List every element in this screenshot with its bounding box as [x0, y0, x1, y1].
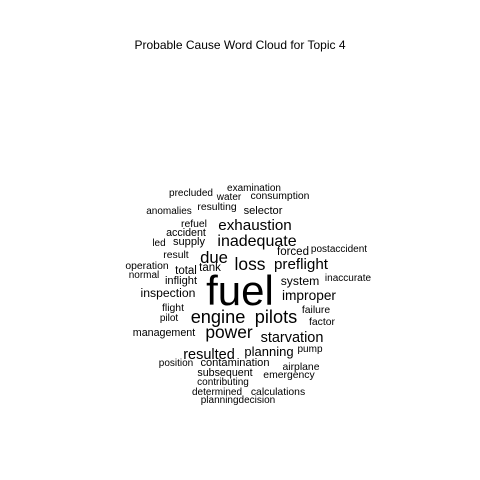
word-inaccurate: inaccurate [325, 273, 372, 284]
word-normal: normal [129, 270, 160, 281]
word-factor: factor [309, 317, 336, 328]
word-contributing: contributing [197, 377, 249, 388]
word-supply: supply [173, 236, 206, 248]
chart-title: Probable Cause Word Cloud for Topic 4 [134, 38, 346, 52]
word-led: led [152, 238, 165, 249]
word-operation: operation [125, 261, 169, 272]
word-resulting: resulting [197, 202, 236, 213]
word-postaccident: postaccident [311, 244, 367, 255]
word-resulted: resulted [183, 347, 235, 363]
word-accident: accident [166, 227, 206, 239]
word-loss: loss [235, 254, 266, 274]
word-airplane: airplane [283, 362, 320, 373]
word-inadequate: inadequate [217, 233, 296, 250]
word-consumption: consumption [251, 191, 310, 202]
word-starvation: starvation [261, 330, 324, 346]
word-failure: failure [302, 305, 331, 316]
word-total: total [175, 265, 197, 277]
word-planningdecision: planningdecision [201, 395, 276, 406]
word-exhaustion: exhaustion [218, 217, 291, 234]
word-system: system [281, 274, 320, 288]
word-flight: flight [162, 303, 184, 314]
word-contamination: contamination [200, 357, 269, 369]
word-subsequent: subsequent [197, 367, 252, 379]
word-selector: selector [244, 205, 283, 217]
word-position: position [159, 358, 193, 369]
word-preflight: preflight [274, 256, 329, 273]
word-pump: pump [297, 344, 322, 355]
word-calculations: calculations [251, 387, 305, 398]
word-examination: examination [227, 183, 281, 194]
word-determined: determined [192, 387, 242, 398]
word-anomalies: anomalies [146, 206, 192, 217]
word-refuel: refuel [181, 219, 207, 230]
word-planning: planning [244, 344, 293, 359]
word-forced: forced [277, 246, 309, 258]
word-pilot: pilot [160, 313, 179, 324]
word-inflight: inflight [165, 275, 197, 287]
word-improper: improper [282, 288, 336, 303]
word-water: water [216, 192, 242, 203]
word-engine: engine [191, 307, 246, 327]
word-pilots: pilots [255, 307, 297, 327]
word-power: power [205, 322, 253, 342]
word-precluded: precluded [169, 188, 213, 199]
word-due: due [200, 248, 228, 267]
word-inspection: inspection [141, 286, 196, 300]
word-fuel: fuel [206, 267, 274, 314]
word-emergency: emergency [263, 370, 315, 381]
word-management: management [133, 327, 195, 339]
word-tank: tank [199, 262, 221, 274]
word-result: result [163, 250, 189, 261]
